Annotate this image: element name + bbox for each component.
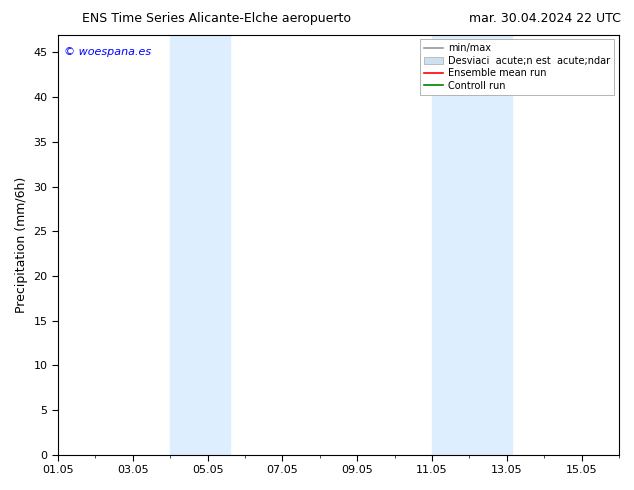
Bar xyxy=(171,35,230,455)
Text: mar. 30.04.2024 22 UTC: mar. 30.04.2024 22 UTC xyxy=(469,12,621,25)
Y-axis label: Precipitation (mm/6h): Precipitation (mm/6h) xyxy=(15,176,28,313)
Legend: min/max, Desviaci  acute;n est  acute;ndar, Ensemble mean run, Controll run: min/max, Desviaci acute;n est acute;ndar… xyxy=(420,40,614,95)
Bar xyxy=(432,35,512,455)
Text: ENS Time Series Alicante-Elche aeropuerto: ENS Time Series Alicante-Elche aeropuert… xyxy=(82,12,351,25)
Text: © woespana.es: © woespana.es xyxy=(63,47,151,57)
